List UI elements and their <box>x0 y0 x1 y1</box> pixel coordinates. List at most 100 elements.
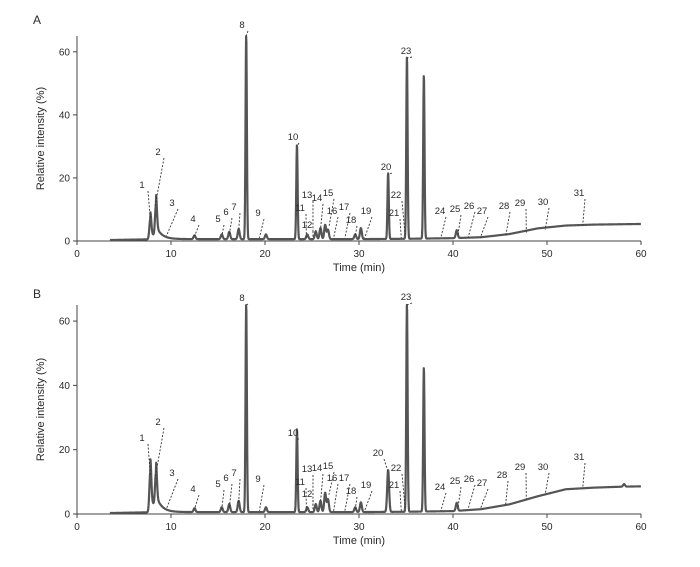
peak-label: 18 <box>346 215 357 226</box>
peak-leader-line <box>457 214 462 237</box>
y-axis-title: Relative intensity (%) <box>35 358 47 461</box>
peak-label: 28 <box>497 470 508 481</box>
peak-label: 26 <box>464 474 475 485</box>
peak-label: 24 <box>435 206 446 217</box>
peak-leader-line <box>406 56 413 59</box>
peak-leader-line <box>544 207 550 231</box>
x-tick-label: 0 <box>74 522 80 533</box>
y-tick-label: 20 <box>59 173 71 184</box>
peak-leader-line <box>440 216 447 238</box>
x-axis-title: Time (min) <box>333 262 385 274</box>
y-tick-label: 60 <box>59 47 71 58</box>
peak-label: 9 <box>255 208 260 219</box>
peak-leader-line <box>147 190 151 219</box>
peak-label: 30 <box>538 462 549 473</box>
peak-label: 11 <box>295 477 305 488</box>
chromatogram-trace <box>109 35 642 242</box>
x-tick-label: 30 <box>353 522 365 533</box>
peak-label: 22 <box>391 463 402 474</box>
peak-leader-line <box>296 142 300 147</box>
peak-label: 17 <box>339 202 350 213</box>
x-tick-label: 10 <box>165 522 177 533</box>
x-tick-label: 60 <box>635 522 647 533</box>
x-tick-label: 50 <box>541 522 553 533</box>
peak-label: 14 <box>312 463 323 474</box>
peak-leader-line <box>582 462 586 489</box>
peak-label: 23 <box>401 292 412 303</box>
peak-label: 3 <box>169 198 174 209</box>
peak-leader-line <box>344 212 351 238</box>
peak-label: 2 <box>155 417 160 428</box>
peak-leader-line <box>364 490 373 511</box>
peak-label: 4 <box>190 214 195 225</box>
peak-leader-line <box>505 480 509 505</box>
peak-leader-line <box>544 472 550 495</box>
peak-leader-line <box>406 302 413 306</box>
peak-label: 31 <box>574 188 585 199</box>
peak-label: 10 <box>288 428 299 439</box>
peak-label: 13 <box>302 464 313 475</box>
peak-label: 16 <box>327 473 338 484</box>
panel-a: A 0 20 40 60 0 10 20 30 40 50 60 Time (min) Relative… <box>33 13 647 274</box>
y-tick-label: 0 <box>64 237 70 248</box>
peak-leader-line <box>333 216 339 238</box>
peak-label: 31 <box>574 452 585 463</box>
x-axis-title: Time (min) <box>333 535 385 547</box>
peak-leader-line <box>320 203 324 231</box>
y-tick-label: 40 <box>59 381 71 392</box>
peak-label: 20 <box>381 162 392 173</box>
peak-leader-line <box>505 211 511 237</box>
peak-leader-line <box>165 208 179 237</box>
peak-label: 18 <box>346 486 357 497</box>
peak-label: 28 <box>499 201 510 212</box>
peak-leader-line <box>479 216 489 239</box>
chromatogram-trace <box>109 303 642 515</box>
peak-leader-line <box>258 484 265 511</box>
peak-label: 9 <box>255 474 260 485</box>
peak-leader-line <box>194 494 200 510</box>
peak-label: 5 <box>215 479 220 490</box>
peak-label: 4 <box>190 484 195 495</box>
peak-label: 15 <box>323 461 334 472</box>
peak-label: 16 <box>327 206 338 217</box>
x-tick-label: 40 <box>447 249 459 260</box>
x-tick-label: 0 <box>74 249 80 260</box>
peak-label: 19 <box>361 206 372 217</box>
peak-label: 13 <box>302 190 313 201</box>
peak-label: 8 <box>239 20 244 31</box>
peak-leader-line <box>245 303 249 306</box>
peak-label: 30 <box>538 197 549 208</box>
peak-label: 24 <box>435 482 446 493</box>
peak-label: 19 <box>361 480 372 491</box>
peak-leader-line <box>354 225 358 237</box>
peak-label: 11 <box>295 203 305 214</box>
peak-label: 1 <box>139 180 144 191</box>
peak-leader-line <box>228 217 233 235</box>
panel-b-label: B <box>33 287 41 301</box>
x-tick-label: 60 <box>635 249 647 260</box>
peak-leader-line <box>333 483 339 511</box>
peak-label: 2 <box>155 147 160 158</box>
peak-label: 27 <box>477 206 488 217</box>
peak-leader-line <box>221 489 225 510</box>
y-tick-label: 20 <box>59 445 71 456</box>
peak-label: 27 <box>477 478 488 489</box>
peak-leader-line <box>479 488 489 510</box>
peak-leader-line <box>228 483 233 508</box>
peak-leader-line <box>582 198 586 226</box>
peak-label: 6 <box>223 473 228 484</box>
peak-leader-line <box>238 478 241 503</box>
x-tick-label: 10 <box>165 249 177 260</box>
peak-leader-line <box>154 157 165 207</box>
peak-label: 10 <box>288 132 299 143</box>
peak-label: 23 <box>401 46 412 57</box>
peak-label: 22 <box>391 190 402 201</box>
peak-label: 29 <box>515 198 526 209</box>
peak-leader-line <box>344 483 351 511</box>
peak-label: 5 <box>215 214 220 225</box>
y-tick-label: 60 <box>59 317 71 328</box>
peak-label: 12 <box>302 489 313 500</box>
peak-label: 21 <box>389 208 400 219</box>
peak-label: 20 <box>373 448 384 459</box>
